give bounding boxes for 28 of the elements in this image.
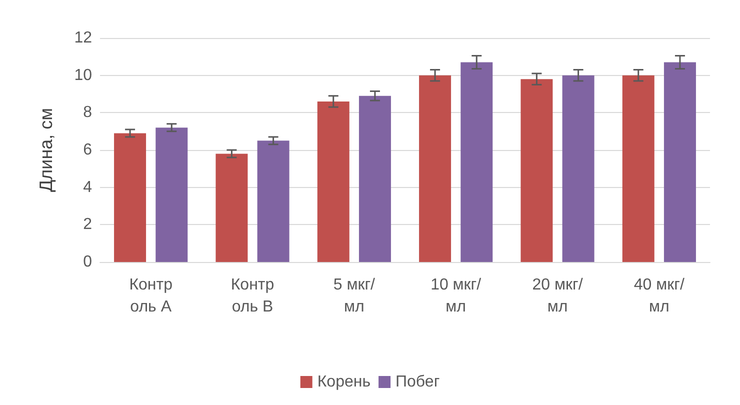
legend-label: Корень <box>317 374 371 390</box>
bar <box>216 154 248 262</box>
y-tick-label: 8 <box>83 104 92 122</box>
bar <box>562 75 594 262</box>
bar <box>460 62 493 262</box>
bar <box>317 101 350 262</box>
y-tick-label: 10 <box>74 66 92 84</box>
x-tick-label: 40 мкг/мл <box>634 276 685 316</box>
x-tick-label: 20 мкг/мл <box>532 276 584 316</box>
y-tick-label: 2 <box>83 216 92 234</box>
bar <box>664 62 696 262</box>
x-tick-label: 5 мкг/мл <box>333 276 376 316</box>
legend-label: Побег <box>396 374 440 390</box>
bar <box>358 96 391 262</box>
y-tick-label: 4 <box>83 178 92 196</box>
bar <box>156 128 188 262</box>
y-axis-title: Длина, см <box>36 108 56 192</box>
bar <box>257 140 290 262</box>
x-tick-label: Контроль B <box>230 276 274 316</box>
bar <box>520 79 553 262</box>
bar <box>622 75 654 262</box>
y-tick-label: 0 <box>83 254 92 270</box>
x-tick-label: 10 мкг/мл <box>430 276 482 316</box>
bar <box>114 133 146 262</box>
x-tick-label: Контроль A <box>129 276 173 316</box>
bar <box>419 75 452 262</box>
y-tick-label: 12 <box>74 30 92 46</box>
y-tick-label: 6 <box>83 142 92 158</box>
